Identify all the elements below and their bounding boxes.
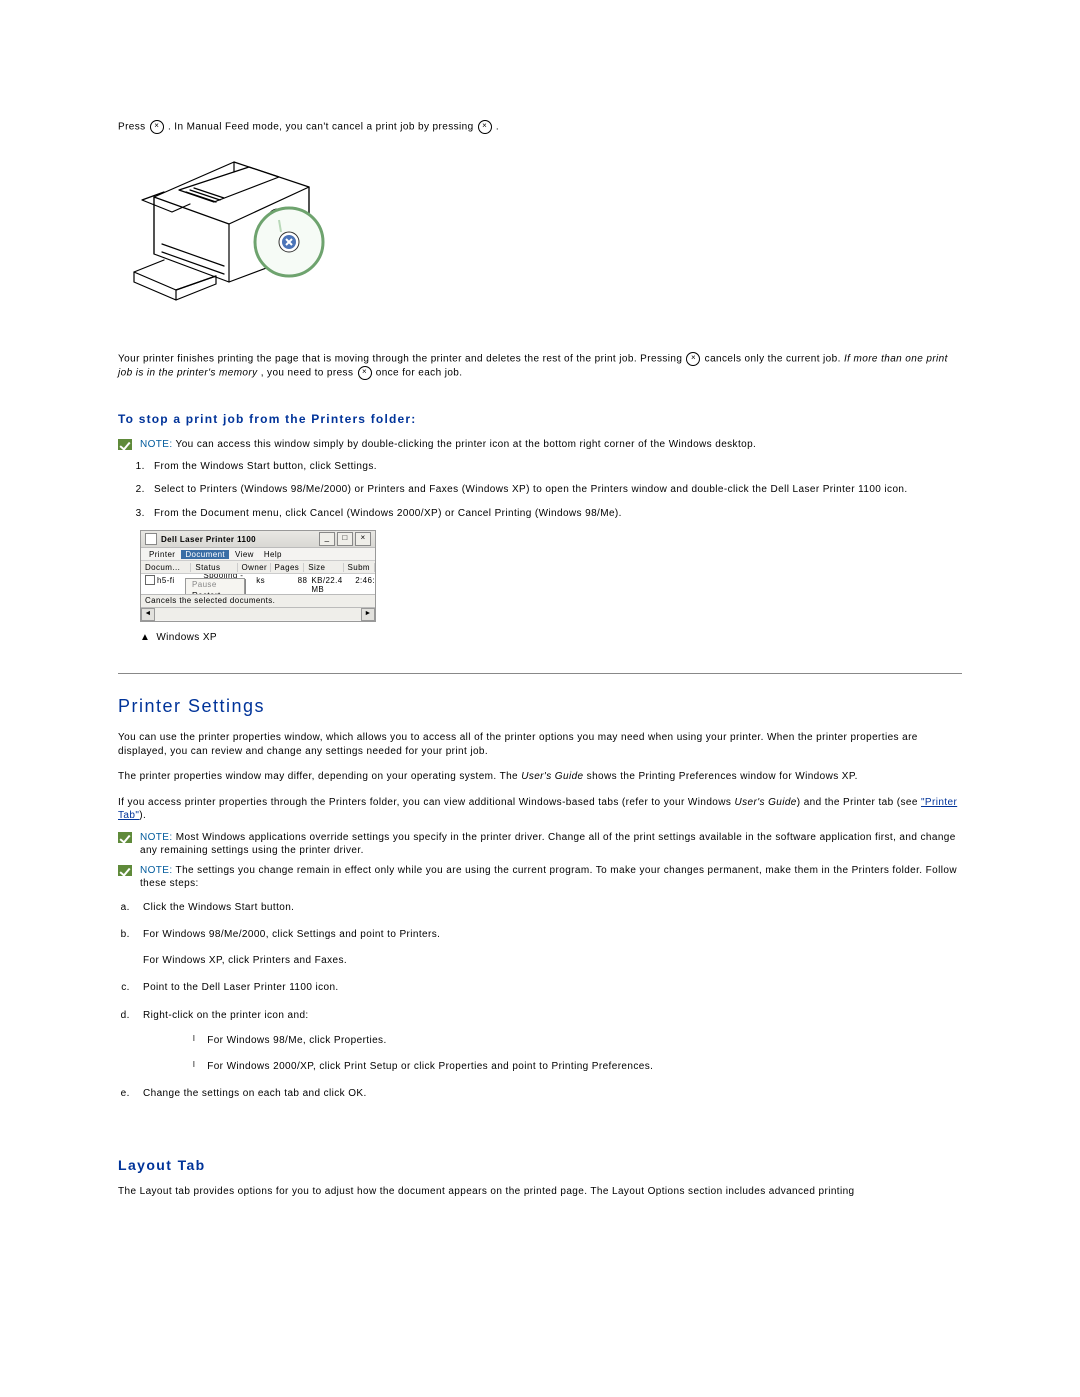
column-header[interactable]: Size [304, 563, 343, 572]
scrollbar[interactable]: ◄ ► [141, 607, 375, 620]
list-item: Select to Printers (Windows 98/Me/2000) … [148, 483, 962, 497]
cancel-icon: × [358, 366, 372, 380]
list-item: Point to the Dell Laser Printer 1100 ico… [133, 981, 962, 995]
text: The printer properties window may differ… [118, 771, 521, 782]
text: Right-click on the printer icon and: [143, 1010, 309, 1021]
note-label: NOTE: [140, 439, 173, 450]
paragraph: You can use the printer properties windo… [118, 731, 962, 758]
text: shows the Printing Preferences window fo… [584, 771, 858, 782]
window-titlebar: Dell Laser Printer 1100 _ □ × [141, 531, 375, 548]
menu-bar: Printer Document View Help [141, 548, 375, 560]
document-icon [145, 575, 155, 585]
cell: h5-fi [157, 576, 175, 585]
after-figure-text: Your printer finishes printing the page … [118, 352, 962, 380]
column-headers: Docum... Status Owner Pages Size Subm [141, 560, 375, 574]
close-button[interactable]: × [355, 532, 371, 546]
note-label: NOTE: [140, 832, 173, 843]
cancel-icon: × [686, 352, 700, 366]
column-header[interactable]: Status [191, 563, 237, 572]
minimize-button[interactable]: _ [319, 532, 335, 546]
cell: ks [252, 576, 278, 585]
caption-text: Windows XP [156, 632, 217, 643]
bullet-icon: l [193, 1034, 195, 1045]
cell: 2:46: [351, 576, 375, 585]
table-row[interactable]: h5-fi Spooling - P... ks 88 64.6 KB/22.4… [141, 574, 375, 586]
text: cancels only the current job. [705, 354, 844, 365]
text: If you access printer properties through… [118, 797, 734, 808]
scroll-right-icon[interactable]: ► [361, 608, 375, 621]
printer-illustration [124, 142, 344, 312]
intro-line: Press × . In Manual Feed mode, you can't… [118, 120, 962, 134]
text: Press [118, 122, 149, 133]
printer-queue-window: Dell Laser Printer 1100 _ □ × Printer Do… [140, 530, 376, 622]
sub-list-item: l For Windows 2000/XP, click Print Setup … [193, 1060, 962, 1074]
sub-list-item: l For Windows 98/Me, click Properties. [193, 1034, 962, 1048]
column-header[interactable]: Pages [271, 563, 305, 572]
bullet-icon: l [193, 1060, 195, 1071]
text: For Windows XP, click Printers and Faxes… [143, 955, 347, 966]
menu-item[interactable]: Printer [145, 550, 179, 559]
scroll-left-icon[interactable]: ◄ [141, 608, 155, 621]
text: ) and the Printer tab (see [797, 797, 921, 808]
note-text: Most Windows applications override setti… [140, 832, 956, 857]
note-icon [118, 865, 132, 876]
list-item: Right-click on the printer icon and: l Fo… [133, 1009, 962, 1074]
note-block: NOTE: The settings you change remain in … [118, 864, 962, 891]
text: For Windows 2000/XP, click Print Setup o… [207, 1060, 653, 1074]
context-item-disabled: Pause [186, 579, 244, 590]
note-text: The settings you change remain in effect… [140, 865, 957, 890]
list-item: For Windows 98/Me/2000, click Settings a… [133, 928, 962, 967]
status-bar: Cancels the selected documents. [141, 594, 375, 607]
cancel-icon: × [150, 120, 164, 134]
note-block: NOTE: You can access this window simply … [118, 438, 962, 452]
section-heading-stop-job: To stop a print job from the Printers fo… [118, 412, 962, 426]
window-icon [145, 533, 157, 545]
section-heading-layout-tab: Layout Tab [118, 1157, 962, 1173]
text: ). [139, 810, 146, 821]
paragraph: The Layout tab provides options for you … [118, 1185, 962, 1199]
italic-text: User's Guide [734, 797, 796, 808]
cell: 88 [278, 576, 307, 585]
window-title: Dell Laser Printer 1100 [161, 535, 256, 544]
list-item: From the Windows Start button, click Set… [148, 460, 962, 474]
triangle-icon: ▲ [140, 632, 150, 643]
note-icon [118, 832, 132, 843]
text: For Windows 98/Me/2000, click Settings a… [143, 929, 440, 940]
list-item: From the Document menu, click Cancel (Wi… [148, 507, 962, 521]
column-header[interactable]: Subm [344, 563, 376, 572]
text: Your printer finishes printing the page … [118, 354, 685, 365]
paragraph: If you access printer properties through… [118, 796, 962, 823]
figure-caption: ▲ Windows XP [140, 632, 962, 643]
text: . In Manual Feed mode, you can't cancel … [168, 122, 477, 133]
list-item: Click the Windows Start button. [133, 901, 962, 915]
menu-item[interactable]: View [231, 550, 258, 559]
stop-steps-list: From the Windows Start button, click Set… [118, 460, 962, 521]
note-label: NOTE: [140, 865, 173, 876]
note-icon [118, 439, 132, 450]
alpha-steps-list: Click the Windows Start button. For Wind… [118, 901, 962, 1101]
menu-item-selected[interactable]: Document [181, 550, 229, 559]
italic-text: User's Guide [521, 771, 583, 782]
note-text: You can access this window simply by dou… [173, 439, 757, 450]
list-item: Change the settings on each tab and clic… [133, 1087, 962, 1101]
maximize-button[interactable]: □ [337, 532, 353, 546]
cell: 64.6 KB/22.4 MB [307, 574, 351, 594]
menu-item[interactable]: Help [260, 550, 286, 559]
text: , you need to press [261, 368, 357, 379]
cancel-icon: × [478, 120, 492, 134]
text: . [496, 122, 499, 133]
text: For Windows 98/Me, click Properties. [207, 1034, 386, 1048]
horizontal-rule [118, 673, 962, 674]
note-block: NOTE: Most Windows applications override… [118, 831, 962, 858]
section-heading-printer-settings: Printer Settings [118, 696, 962, 717]
document-page: Press × . In Manual Feed mode, you can't… [0, 0, 1080, 1397]
column-header[interactable]: Docum... [141, 563, 191, 572]
text: once for each job. [376, 368, 463, 379]
paragraph: The printer properties window may differ… [118, 770, 962, 784]
column-header[interactable]: Owner [238, 563, 271, 572]
